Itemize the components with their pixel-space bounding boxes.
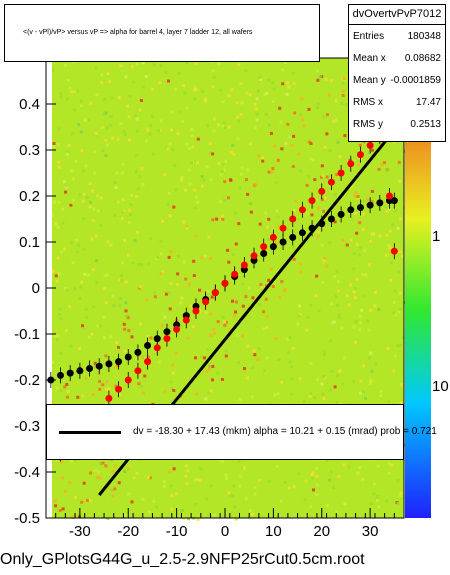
- footer-filename: Only_GPlotsG44G_u_2.5-2.9NFP25rCut0.5cm.…: [0, 551, 365, 568]
- data-point-series-1: [356, 151, 364, 159]
- data-point-series-1: [390, 247, 398, 255]
- legend-line-sample: [59, 431, 121, 434]
- data-point-series-0: [289, 233, 297, 241]
- stats-row-entries: Entries 180348: [353, 30, 441, 42]
- data-point-series-1: [144, 358, 152, 366]
- x-tick-label: -10: [166, 523, 188, 540]
- x-tick-label: -30: [69, 523, 91, 540]
- data-point-series-1: [269, 233, 277, 241]
- data-point-series-1: [318, 187, 326, 195]
- data-point-series-1: [231, 270, 239, 278]
- data-point-series-0: [356, 204, 364, 211]
- data-point-series-1: [289, 215, 297, 223]
- data-point-series-1: [279, 224, 287, 232]
- data-point-series-0: [327, 215, 335, 223]
- data-point-series-1: [182, 316, 190, 324]
- data-point-series-0: [57, 371, 65, 379]
- y-tick-label: 0.4: [19, 96, 40, 113]
- stats-name: dvOvertvPvP7012: [349, 5, 445, 25]
- data-point-series-1: [124, 376, 132, 384]
- data-point-series-0: [298, 229, 306, 237]
- y-tick-label: 0.2: [19, 188, 40, 205]
- stats-row-mean-y: Mean y -0.0001859: [353, 74, 441, 86]
- data-point-series-0: [144, 342, 152, 349]
- data-point-series-1: [298, 206, 306, 214]
- data-point-series-0: [134, 348, 142, 356]
- data-point-series-1: [260, 243, 268, 251]
- colorbar-label: 1: [432, 228, 440, 245]
- data-point-series-0: [347, 206, 355, 214]
- data-point-series-1: [250, 252, 258, 260]
- data-point-series-1: [153, 344, 161, 352]
- x-tick-label: 20: [313, 523, 330, 540]
- data-point-series-0: [279, 238, 287, 246]
- data-point-series-1: [202, 298, 210, 306]
- data-point-series-1: [105, 394, 113, 402]
- stats-row-rms-x: RMS x 17.47: [353, 96, 441, 108]
- data-point-series-0: [76, 367, 84, 375]
- stats-box: dvOvertvPvP7012 Entries 180348 Mean x 0.08…: [348, 4, 446, 142]
- data-point-series-0: [269, 243, 277, 251]
- data-point-series-0: [153, 335, 161, 343]
- fit-legend: dv = -18.30 + 17.43 (mkm) alpha = 10.21 …: [46, 404, 437, 460]
- data-point-series-0: [95, 362, 103, 370]
- data-point-series-1: [308, 197, 316, 205]
- x-tick-label: 0: [221, 523, 229, 540]
- chart-title: <(v - vPl)/vP> versus vP => alpha for ba…: [23, 29, 253, 36]
- data-point-series-1: [221, 279, 229, 287]
- data-point-series-0: [115, 358, 123, 366]
- data-point-series-1: [347, 160, 355, 168]
- y-tick-label: -0.5: [14, 510, 40, 527]
- y-tick-label: -0.4: [14, 464, 40, 481]
- data-point-series-1: [385, 192, 393, 200]
- data-point-series-0: [47, 376, 55, 384]
- data-point-series-0: [366, 201, 374, 209]
- data-point-series-1: [192, 307, 200, 315]
- x-tick-label: 10: [265, 523, 282, 540]
- stats-row-mean-x: Mean x 0.08682: [353, 52, 441, 64]
- y-tick-label: 0: [32, 280, 40, 297]
- x-tick-label: 30: [362, 523, 379, 540]
- axes: -30 -20 -10 0 10 20 30 -0.5 -0.4 -0.3 -0.2 -0.1 0 0.1…: [14, 96, 395, 540]
- data-point-series-1: [173, 325, 181, 333]
- data-point-series-1: [134, 367, 142, 375]
- data-point-series-1: [163, 335, 171, 343]
- x-tick-label: -20: [117, 523, 139, 540]
- y-tick-label: 0.3: [19, 142, 40, 159]
- data-point-series-1: [337, 169, 345, 177]
- data-point-series-1: [366, 141, 374, 149]
- colorbar-label: 10: [432, 378, 449, 395]
- y-tick-label: -0.3: [14, 418, 40, 435]
- y-tick-label: -0.2: [14, 372, 40, 389]
- data-point-series-0: [66, 369, 74, 377]
- data-point-series-1: [115, 385, 123, 393]
- data-point-series-0: [337, 210, 345, 218]
- stats-row-rms-y: RMS y 0.2513: [353, 118, 441, 130]
- title-box: <(v - vPl)/vP> versus vP => alpha for ba…: [4, 4, 320, 62]
- data-point-series-0: [86, 365, 94, 372]
- data-point-series-0: [105, 360, 113, 368]
- data-point-series-1: [327, 178, 335, 186]
- data-point-series-0: [390, 197, 398, 205]
- data-point-series-1: [211, 289, 219, 297]
- data-point-series-1: [240, 261, 248, 269]
- data-point-series-0: [376, 199, 384, 207]
- legend-text: dv = -18.30 + 17.43 (mkm) alpha = 10.21 …: [133, 426, 437, 437]
- y-tick-label: -0.1: [14, 326, 40, 343]
- y-tick-label: 0.1: [19, 234, 40, 251]
- data-point-series-0: [124, 353, 132, 361]
